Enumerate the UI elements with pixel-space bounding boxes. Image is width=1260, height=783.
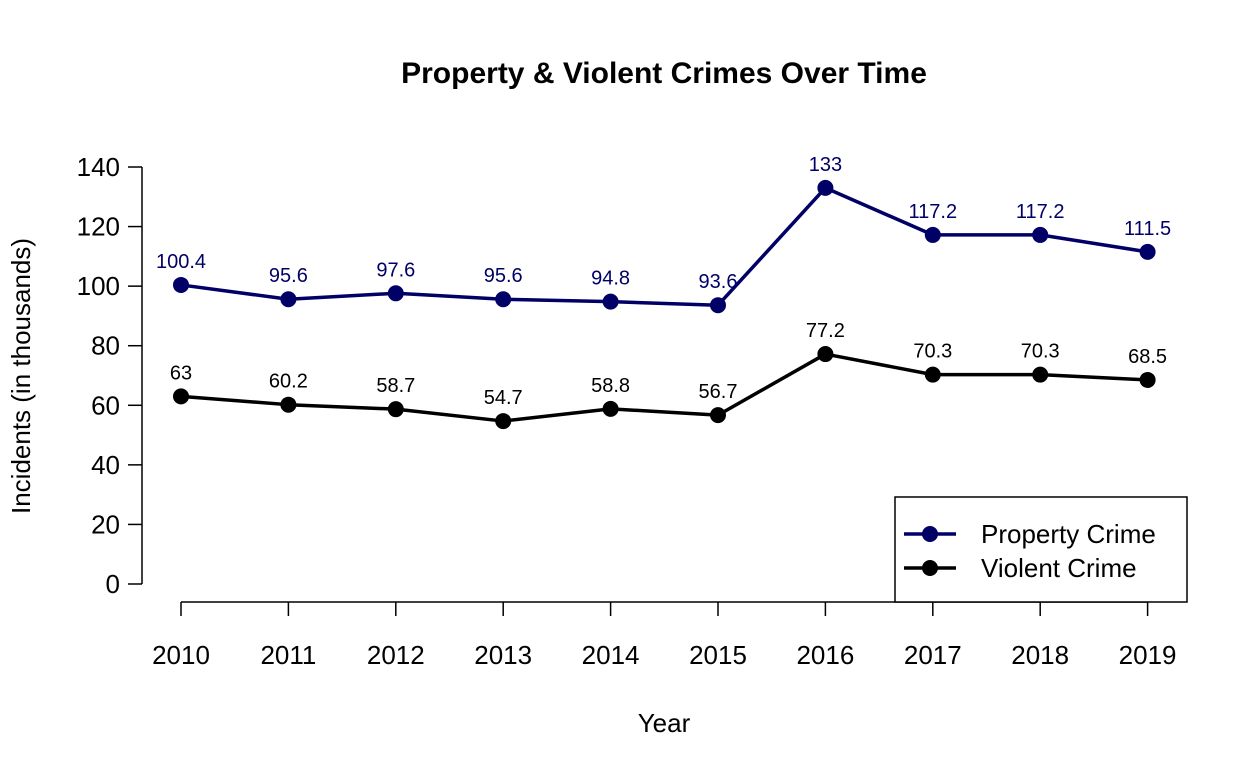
x-tick-label: 2012 <box>367 640 425 670</box>
y-tick-label: 120 <box>77 212 120 242</box>
data-label: 70.3 <box>1021 341 1060 363</box>
data-point <box>387 401 404 418</box>
data-label: 54.7 <box>484 387 523 409</box>
data-point <box>280 291 297 308</box>
axes: 0 20 40 60 80 100 120 140 2010 2011 2012 2013 2014 20… <box>77 152 1177 670</box>
y-tick-label: 140 <box>77 152 120 182</box>
data-point <box>1032 226 1049 243</box>
data-point <box>1032 366 1049 383</box>
x-tick-label: 2019 <box>1119 640 1177 670</box>
data-label: 70.3 <box>913 341 952 363</box>
series-property-crime: 100.4 95.6 97.6 95.6 94.8 93.6 133 117.2 117.2 11… <box>156 154 1171 314</box>
data-label: 60.2 <box>269 371 308 393</box>
x-tick-label: 2016 <box>796 640 854 670</box>
x-tick-label: 2011 <box>260 640 316 670</box>
series-layer: 100.4 95.6 97.6 95.6 94.8 93.6 133 117.2 117.2 11… <box>156 154 1171 430</box>
data-point <box>1139 243 1156 260</box>
legend-item-violent-crime: Violent Crime <box>904 553 1137 583</box>
series-line <box>180 352 1148 423</box>
legend-item-property-crime: Property Crime <box>904 519 1156 549</box>
data-label: 111.5 <box>1124 218 1171 240</box>
data-point <box>173 388 189 405</box>
data-label: 100.4 <box>156 251 206 273</box>
legend-label: Property Crime <box>981 519 1156 549</box>
data-point <box>495 291 512 308</box>
data-point <box>817 179 834 196</box>
series-line <box>180 186 1148 307</box>
x-tick-label: 2014 <box>582 640 640 670</box>
data-label: 94.8 <box>591 268 630 290</box>
y-tick-label: 0 <box>106 569 120 599</box>
y-tick-label: 100 <box>77 271 120 301</box>
data-label: 95.6 <box>484 265 523 287</box>
x-tick-label: 2015 <box>689 640 747 670</box>
data-point <box>602 293 619 310</box>
data-point <box>924 366 941 383</box>
x-tick-label: 2013 <box>474 640 532 670</box>
data-point <box>173 276 189 293</box>
data-point <box>1139 371 1156 388</box>
legend-swatch-marker <box>922 560 938 576</box>
data-label: 56.7 <box>699 381 738 403</box>
chart-title: Property & Violent Crimes Over Time <box>401 57 927 90</box>
x-tick-label: 2017 <box>904 640 962 670</box>
data-label: 95.6 <box>269 265 308 287</box>
y-axis-title: Incidents (in thousands) <box>6 238 36 514</box>
y-tick-label: 40 <box>91 450 120 480</box>
data-label: 133 <box>809 154 842 176</box>
data-point <box>387 285 404 302</box>
y-tick-label: 60 <box>91 390 120 420</box>
data-point <box>924 226 941 243</box>
y-tick-label: 20 <box>91 509 120 539</box>
data-label: 63 <box>170 362 192 384</box>
data-label: 77.2 <box>806 320 845 342</box>
x-axis-title: Year <box>638 708 691 738</box>
data-point <box>495 413 512 430</box>
data-label: 68.5 <box>1128 346 1167 368</box>
data-label: 117.2 <box>1016 201 1065 223</box>
data-label: 97.6 <box>376 259 415 281</box>
data-point <box>280 396 297 413</box>
data-label: 117.2 <box>909 201 958 223</box>
x-tick-label: 2018 <box>1011 640 1069 670</box>
x-tick-label: 2010 <box>152 640 210 670</box>
series-violent-crime: 63 60.2 58.7 54.7 58.8 56.7 77.2 70.3 70.3 68.5 <box>170 320 1167 430</box>
data-label: 93.6 <box>699 271 738 293</box>
data-point <box>817 346 834 363</box>
y-tick-label: 80 <box>91 331 120 361</box>
legend-label: Violent Crime <box>981 553 1137 583</box>
legend-box <box>894 496 1188 603</box>
legend-swatch-marker <box>922 526 938 542</box>
data-point <box>710 297 726 314</box>
data-label: 58.7 <box>376 375 415 397</box>
data-point <box>710 407 726 424</box>
data-point <box>602 400 619 417</box>
legend: Property Crime Violent Crime <box>894 496 1188 603</box>
data-label: 58.8 <box>591 375 630 397</box>
